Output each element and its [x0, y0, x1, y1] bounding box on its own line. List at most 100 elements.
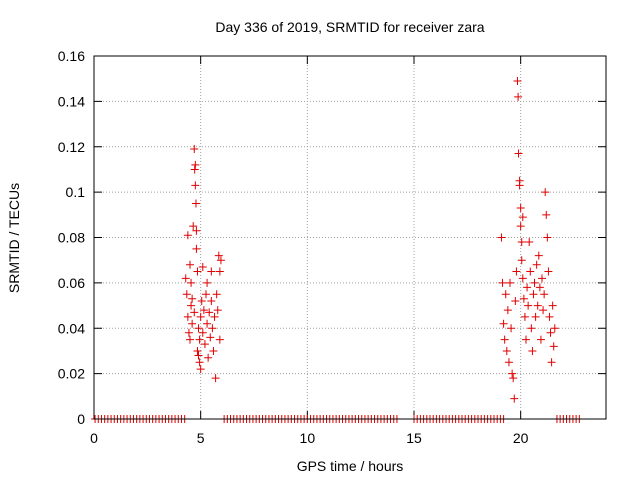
data-point: [188, 319, 197, 328]
data-point: [528, 346, 537, 355]
y-axis-label: SRMTID / TECUs: [6, 183, 22, 293]
data-point: [497, 233, 506, 242]
data-point: [202, 290, 210, 299]
data-point: [187, 301, 196, 310]
data-point: [209, 346, 218, 355]
data-point: [207, 297, 216, 306]
data-point: [213, 306, 222, 315]
data-point: [194, 351, 203, 360]
data-point: [543, 233, 552, 242]
data-point: [203, 319, 212, 328]
data-point: [540, 290, 549, 299]
data-point: [524, 301, 533, 310]
data-point: [531, 312, 540, 321]
data-point: [518, 274, 527, 283]
data-point: [533, 301, 542, 310]
data-point: [549, 342, 558, 351]
data-point: [508, 369, 517, 378]
x-tick-label: 15: [406, 430, 422, 446]
data-point: [544, 267, 553, 276]
y-tick-label: 0: [77, 411, 85, 427]
data-point: [206, 333, 215, 342]
data-point: [199, 306, 208, 315]
y-tick-label: 0.04: [58, 320, 85, 336]
data-point: [514, 149, 523, 158]
data-point: [183, 312, 192, 321]
data-point: [500, 335, 509, 344]
x-tick-label: 20: [513, 430, 529, 446]
data-point: [214, 251, 223, 260]
data-point: [522, 335, 530, 344]
data-point: [499, 319, 508, 328]
data-point: [510, 394, 519, 403]
data-point: [535, 283, 544, 292]
data-point: [183, 231, 192, 240]
y-tick-label: 0.08: [58, 230, 85, 246]
data-point: [527, 324, 536, 333]
data-point: [518, 213, 527, 222]
data-point: [514, 92, 523, 101]
data-point: [198, 262, 207, 271]
data-point: [196, 312, 205, 321]
data-point: [188, 294, 197, 303]
data-point: [511, 297, 520, 306]
data-point: [498, 278, 507, 287]
data-point: [536, 335, 545, 344]
data-point: [197, 297, 206, 306]
data-point: [192, 244, 201, 253]
grid-lines: [94, 56, 606, 419]
data-point: [207, 267, 216, 276]
data-point: [504, 358, 513, 367]
data-point: [501, 290, 510, 299]
data-point: [189, 222, 198, 231]
plot-frame: [93, 55, 607, 420]
data-point: [534, 251, 543, 260]
data-point: [526, 267, 535, 276]
data-point: [184, 328, 193, 337]
data-point: [211, 374, 220, 383]
data-point: [208, 324, 217, 333]
data-point: [204, 353, 213, 362]
data-point: [191, 160, 200, 169]
data-point: [529, 290, 538, 299]
data-point: [186, 335, 194, 344]
x-tick-label: 0: [90, 430, 98, 446]
data-point: [215, 267, 224, 276]
data-point: [215, 335, 224, 344]
data-point: [190, 308, 199, 317]
data-point: [216, 256, 225, 265]
data-point: [191, 199, 200, 208]
data-point: [517, 238, 526, 247]
x-tick-label: 5: [197, 430, 205, 446]
data-point: [507, 324, 516, 333]
data-point: [542, 210, 551, 219]
data-point: [212, 290, 221, 299]
y-tick-label: 0.06: [58, 275, 85, 291]
tick-labels: 0 0.02 0.04 0.06 0.08 0.1 0.12 0.14 0.16 0 5 10 15 20: [58, 48, 529, 446]
data-point: [548, 301, 557, 310]
data-point: [186, 260, 194, 269]
data-point: [515, 176, 524, 185]
y-tick-label: 0.12: [58, 139, 85, 155]
data-point: [198, 328, 207, 337]
data-point: [203, 278, 212, 287]
chart-title: Day 336 of 2019, SRMTID for receiver zar…: [215, 19, 484, 35]
data-point: [191, 181, 200, 190]
data-point: [196, 365, 205, 374]
data-point: [541, 188, 550, 197]
data-point: [530, 278, 539, 287]
data-point: [506, 278, 514, 287]
y-tick-label: 0.16: [58, 48, 85, 64]
data-point: [523, 283, 532, 292]
data-point: [546, 328, 555, 337]
data-point: [181, 274, 190, 283]
data-points: [91, 76, 584, 423]
data-point: [517, 256, 526, 265]
data-point: [193, 267, 202, 276]
data-point: [513, 76, 522, 85]
data-point: [516, 204, 525, 213]
data-point: [502, 346, 511, 355]
data-point: [545, 312, 554, 321]
data-point: [539, 306, 548, 315]
